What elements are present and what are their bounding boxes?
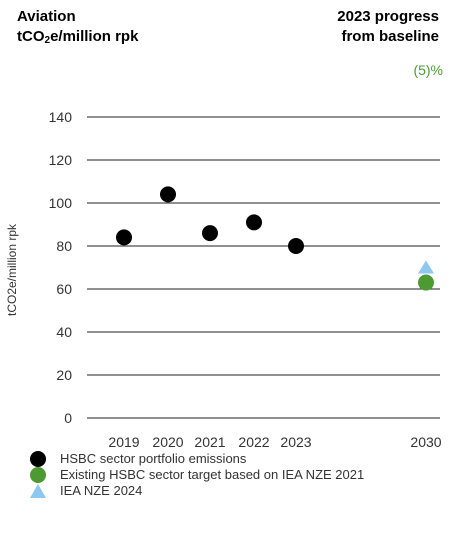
y-axis-label: tCO2e/million rpk bbox=[5, 223, 19, 316]
legend-item: IEA NZE 2024 bbox=[30, 483, 364, 499]
data-point-series-0-2020 bbox=[160, 186, 176, 203]
y-tick-labels: 0 20 40 60 80 100 120 140 bbox=[49, 109, 73, 426]
legend-label: IEA NZE 2024 bbox=[60, 483, 143, 498]
circle-marker-icon bbox=[30, 451, 46, 467]
x-tick-label: 2020 bbox=[152, 434, 183, 450]
progress-value: (5)% bbox=[413, 62, 443, 78]
chart-title: Aviation tCO2e/million rpk bbox=[17, 7, 138, 47]
x-tick-label: 2021 bbox=[194, 434, 225, 450]
data-point-series-2-2030 bbox=[418, 260, 434, 274]
x-tick-label: 2030 bbox=[410, 434, 441, 450]
data-point-series-0-2019 bbox=[116, 229, 132, 246]
y-tick-label: 100 bbox=[49, 195, 73, 211]
legend-item: HSBC sector portfolio emissions bbox=[30, 451, 364, 467]
legend: HSBC sector portfolio emissions Existing … bbox=[30, 451, 364, 499]
y-tick-label: 20 bbox=[56, 367, 72, 383]
data-point-series-0-2022 bbox=[246, 214, 262, 231]
x-tick-label: 2019 bbox=[108, 434, 139, 450]
circle-marker-icon bbox=[30, 467, 46, 483]
y-tick-label: 0 bbox=[64, 410, 72, 426]
triangle-marker-icon bbox=[30, 483, 46, 499]
title-sector: Aviation bbox=[17, 8, 76, 25]
legend-label: HSBC sector portfolio emissions bbox=[60, 451, 247, 466]
progress-line2: from baseline bbox=[341, 28, 439, 45]
y-tick-label: 140 bbox=[49, 109, 73, 125]
y-tick-label: 40 bbox=[56, 324, 72, 340]
title-unit: tCO2e/million rpk bbox=[17, 28, 139, 46]
legend-label: Existing HSBC sector target based on IEA… bbox=[60, 467, 365, 482]
data-point-series-0-2021 bbox=[202, 225, 218, 242]
gridlines bbox=[87, 116, 440, 419]
x-tick-labels: 2019 2020 2021 2022 2023 2030 bbox=[108, 434, 441, 450]
progress-heading: 2023 progress from baseline bbox=[337, 7, 439, 47]
x-tick-label: 2023 bbox=[280, 434, 311, 450]
legend-item: Existing HSBC sector target based on IEA… bbox=[30, 467, 364, 483]
progress-line1: 2023 progress bbox=[337, 8, 439, 25]
data-point-series-1-2030 bbox=[418, 274, 434, 291]
data-points bbox=[116, 186, 434, 291]
data-point-series-0-2023 bbox=[288, 238, 304, 254]
y-tick-label: 80 bbox=[56, 238, 72, 254]
y-tick-label: 60 bbox=[56, 281, 72, 297]
x-tick-label: 2022 bbox=[238, 434, 269, 450]
y-tick-label: 120 bbox=[49, 152, 73, 168]
